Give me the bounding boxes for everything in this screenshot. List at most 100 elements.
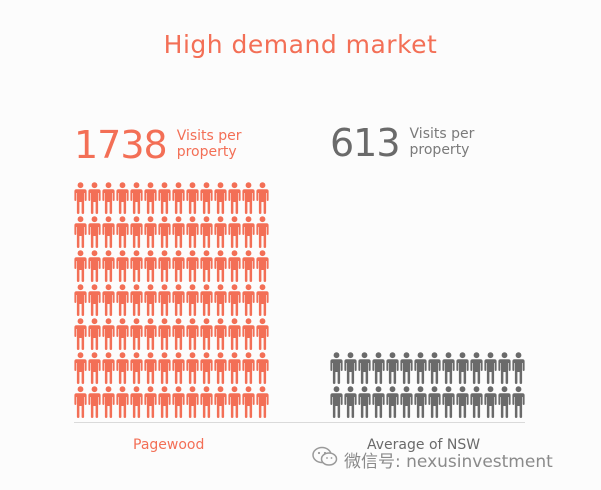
person-icon bbox=[74, 318, 87, 350]
person-icon bbox=[256, 352, 269, 384]
person-icon bbox=[344, 352, 357, 384]
person-icon bbox=[442, 386, 455, 418]
person-icon bbox=[158, 182, 171, 214]
person-icon bbox=[102, 216, 115, 248]
person-icon bbox=[186, 216, 199, 248]
person-icon bbox=[400, 386, 413, 418]
person-icon bbox=[144, 352, 157, 384]
pictogram-row bbox=[74, 284, 269, 316]
person-icon bbox=[186, 318, 199, 350]
person-icon bbox=[158, 216, 171, 248]
person-icon bbox=[88, 216, 101, 248]
person-icon bbox=[130, 250, 143, 282]
person-icon bbox=[200, 250, 213, 282]
person-icon bbox=[102, 386, 115, 418]
person-icon bbox=[130, 216, 143, 248]
person-icon bbox=[470, 352, 483, 384]
person-icon bbox=[144, 182, 157, 214]
pictogram-row bbox=[330, 386, 525, 418]
stat-nsw-average: 613 Visits per property bbox=[330, 124, 490, 162]
person-icon bbox=[144, 318, 157, 350]
person-icon bbox=[242, 250, 255, 282]
person-icon bbox=[498, 352, 511, 384]
person-icon bbox=[130, 352, 143, 384]
person-icon bbox=[74, 352, 87, 384]
person-icon bbox=[74, 250, 87, 282]
person-icon bbox=[242, 216, 255, 248]
person-icon bbox=[242, 284, 255, 316]
wechat-icon bbox=[312, 446, 338, 473]
person-icon bbox=[74, 284, 87, 316]
person-icon bbox=[130, 182, 143, 214]
person-icon bbox=[116, 250, 129, 282]
person-icon bbox=[186, 386, 199, 418]
person-icon bbox=[214, 284, 227, 316]
person-icon bbox=[242, 352, 255, 384]
person-icon bbox=[172, 182, 185, 214]
person-icon bbox=[372, 386, 385, 418]
stat-number: 1738 bbox=[74, 123, 168, 167]
person-icon bbox=[228, 250, 241, 282]
person-icon bbox=[158, 318, 171, 350]
person-icon bbox=[74, 182, 87, 214]
person-icon bbox=[214, 216, 227, 248]
person-icon bbox=[256, 182, 269, 214]
person-icon bbox=[186, 250, 199, 282]
stat-pagewood: 1738 Visits per property bbox=[74, 126, 257, 164]
pictogram-row bbox=[74, 352, 269, 384]
person-icon bbox=[414, 352, 427, 384]
person-icon bbox=[186, 284, 199, 316]
person-icon bbox=[442, 352, 455, 384]
person-icon bbox=[256, 250, 269, 282]
person-icon bbox=[200, 284, 213, 316]
person-icon bbox=[512, 352, 525, 384]
person-icon bbox=[116, 284, 129, 316]
person-icon bbox=[256, 216, 269, 248]
person-icon bbox=[88, 318, 101, 350]
person-icon bbox=[484, 352, 497, 384]
person-icon bbox=[214, 318, 227, 350]
person-icon bbox=[330, 386, 343, 418]
stat-label: Visits per property bbox=[176, 128, 242, 160]
person-icon bbox=[172, 318, 185, 350]
person-icon bbox=[172, 352, 185, 384]
person-icon bbox=[214, 386, 227, 418]
person-icon bbox=[228, 284, 241, 316]
person-icon bbox=[102, 352, 115, 384]
person-icon bbox=[228, 386, 241, 418]
person-icon bbox=[102, 318, 115, 350]
person-icon bbox=[242, 182, 255, 214]
person-icon bbox=[144, 250, 157, 282]
person-icon bbox=[330, 352, 343, 384]
person-icon bbox=[200, 318, 213, 350]
person-icon bbox=[88, 352, 101, 384]
person-icon bbox=[414, 386, 427, 418]
person-icon bbox=[228, 352, 241, 384]
person-icon bbox=[372, 352, 385, 384]
stat-number: 613 bbox=[330, 121, 401, 165]
person-icon bbox=[88, 284, 101, 316]
person-icon bbox=[88, 386, 101, 418]
person-icon bbox=[116, 182, 129, 214]
person-icon bbox=[358, 386, 371, 418]
person-icon bbox=[144, 386, 157, 418]
person-icon bbox=[228, 318, 241, 350]
person-icon bbox=[116, 318, 129, 350]
person-icon bbox=[228, 216, 241, 248]
person-icon bbox=[116, 352, 129, 384]
person-icon bbox=[144, 216, 157, 248]
person-icon bbox=[214, 352, 227, 384]
person-icon bbox=[172, 284, 185, 316]
person-icon bbox=[242, 318, 255, 350]
person-icon bbox=[456, 352, 469, 384]
pictogram-row bbox=[330, 352, 525, 384]
pictogram-row bbox=[74, 250, 269, 282]
person-icon bbox=[158, 250, 171, 282]
person-icon bbox=[484, 386, 497, 418]
person-icon bbox=[158, 284, 171, 316]
pictogram-row bbox=[74, 318, 269, 350]
person-icon bbox=[158, 386, 171, 418]
person-icon bbox=[116, 216, 129, 248]
person-icon bbox=[498, 386, 511, 418]
pictogram-row bbox=[74, 182, 269, 214]
